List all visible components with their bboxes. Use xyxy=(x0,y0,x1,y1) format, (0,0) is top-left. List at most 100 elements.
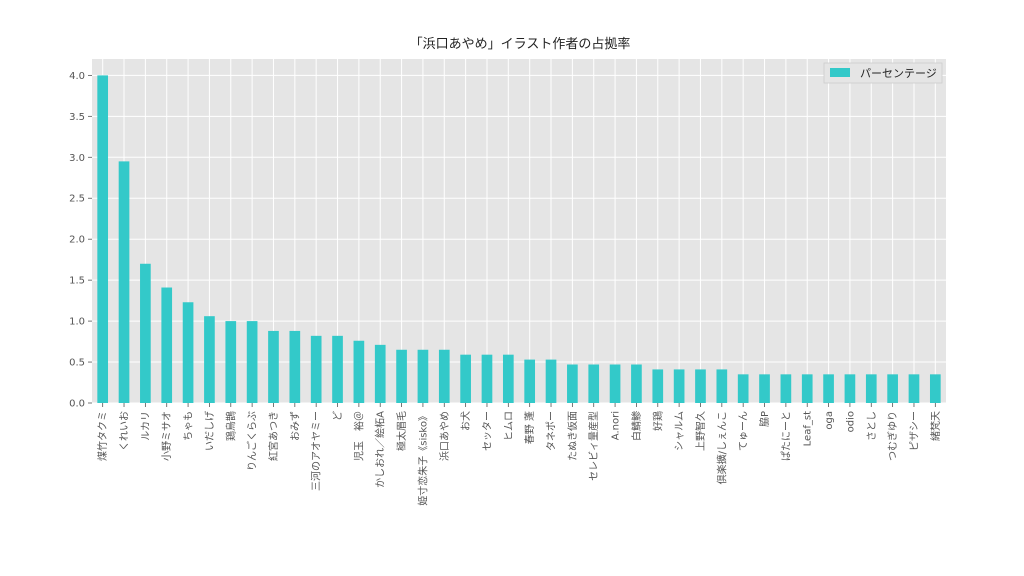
bar xyxy=(545,359,557,403)
bar xyxy=(588,364,600,403)
legend-swatch xyxy=(830,68,850,77)
x-axis: 煤竹タクミ くれいお ルカリ 小野ミサオ ちゃも いだしげ 鶏烏鵲 りんごくらぶ 紅宮あつき おみ… xyxy=(96,403,942,506)
x-tick-label: りんごくらぶ xyxy=(246,411,259,471)
bar xyxy=(289,330,301,403)
x-tick-label: 脇P xyxy=(759,411,771,427)
y-tick-label: 1.5 xyxy=(69,276,85,287)
bar xyxy=(737,374,749,403)
bar xyxy=(929,374,941,403)
x-tick-label: A.nori xyxy=(611,411,622,440)
bar xyxy=(844,374,856,403)
x-tick-label: 好鶏 xyxy=(651,411,664,431)
y-axis: 0.0 0.5 1.0 1.5 2.0 2.5 3.0 3.5 4.0 xyxy=(69,71,92,410)
bar xyxy=(801,374,813,403)
x-tick-label: odio xyxy=(845,411,856,432)
bar xyxy=(460,354,471,403)
y-tick-label: 3.0 xyxy=(69,153,85,164)
x-tick-label: つむぎゆり xyxy=(886,411,899,461)
x-tick-label: ぱたにーと xyxy=(780,411,792,461)
bar xyxy=(161,287,173,403)
x-tick-label: シャルム xyxy=(674,411,686,451)
x-tick-label: 浜口あやめ xyxy=(439,411,451,461)
bar xyxy=(97,75,109,403)
y-tick-label: 2.5 xyxy=(69,194,85,205)
bar xyxy=(481,354,493,403)
x-tick-label: 紅宮あつき xyxy=(267,411,280,461)
bar xyxy=(353,340,365,403)
x-tick-label: ピザシー xyxy=(908,411,920,451)
bar xyxy=(609,364,621,403)
bar xyxy=(310,335,322,403)
bar xyxy=(118,161,130,403)
x-tick-label: タネポー xyxy=(546,411,558,451)
plot-area xyxy=(92,59,946,403)
y-tick-label: 1.0 xyxy=(69,317,85,328)
x-tick-label: 煤竹タクミ xyxy=(96,411,109,461)
bar xyxy=(823,374,834,403)
bar xyxy=(652,369,664,403)
bar xyxy=(182,302,194,403)
bar xyxy=(332,335,343,403)
legend-label: パーセンテージ xyxy=(860,67,937,80)
x-tick-label: ちゃも xyxy=(183,411,195,441)
bar xyxy=(140,263,151,403)
x-tick-label: 春野 蓬 xyxy=(524,411,536,444)
x-tick-label: ど xyxy=(332,411,344,421)
x-tick-label: 倶楽擴/しぇんこ xyxy=(715,411,728,484)
bar xyxy=(374,344,386,403)
x-tick-label: さとし xyxy=(866,411,878,441)
bar xyxy=(438,349,450,403)
bar xyxy=(865,374,877,403)
bar xyxy=(759,374,770,403)
x-tick-label: てゅーん xyxy=(738,411,750,451)
x-tick-label: ルカリ xyxy=(140,411,152,441)
x-tick-label: 緒梵天 xyxy=(929,411,942,441)
y-tick-label: 3.5 xyxy=(69,112,85,123)
x-tick-label: 極太眉毛 xyxy=(395,411,408,451)
bar xyxy=(268,330,279,403)
chart-title: 「浜口あやめ」イラスト作者の占拠率 xyxy=(410,36,631,52)
bar xyxy=(246,321,258,403)
x-tick-label: Leaf_st xyxy=(803,411,814,446)
x-tick-label: 三河のアオヤミー xyxy=(311,411,323,491)
y-tick-label: 2.0 xyxy=(69,235,85,246)
x-tick-label: 鶏烏鵲 xyxy=(224,411,237,441)
bar xyxy=(908,374,920,403)
x-tick-label: お犬 xyxy=(459,411,472,431)
legend-box xyxy=(823,62,943,84)
bar xyxy=(695,369,706,403)
bar xyxy=(631,364,642,403)
x-tick-label: いだしげ xyxy=(204,411,216,451)
bar xyxy=(396,349,407,403)
bar xyxy=(780,374,792,403)
bar xyxy=(204,316,215,403)
x-tick-label: 白鯖鯵 xyxy=(630,411,643,441)
bar xyxy=(524,359,536,403)
x-tick-label: 小野ミサオ xyxy=(161,411,173,461)
bar xyxy=(225,321,237,403)
x-tick-label: セッター xyxy=(481,411,493,451)
x-tick-label: oga xyxy=(824,411,835,430)
bar xyxy=(502,354,514,403)
y-tick-label: 4.0 xyxy=(69,71,85,82)
x-tick-label: 姫寸恋朱子《sisko》 xyxy=(416,411,429,506)
bars xyxy=(97,75,941,403)
bar xyxy=(417,349,429,403)
y-tick-label: 0.5 xyxy=(69,358,85,369)
x-tick-label: 上野智久 xyxy=(694,411,707,451)
bar xyxy=(567,364,578,403)
x-tick-label: たぬき仮面 xyxy=(566,411,579,461)
bar xyxy=(673,369,685,403)
bar xyxy=(887,374,898,403)
x-tick-label: 児玉 裕＠ xyxy=(352,411,365,461)
x-tick-label: ヒムロ xyxy=(503,411,515,441)
bar xyxy=(716,369,728,403)
y-tick-label: 0.0 xyxy=(69,399,85,410)
legend: パーセンテージ xyxy=(823,62,943,84)
x-tick-label: くれいお xyxy=(119,411,131,451)
x-tick-label: かしおれ／絵柘A xyxy=(374,411,387,488)
x-tick-label: おみず xyxy=(289,411,301,441)
x-tick-label: セレビィ量産型 xyxy=(587,411,600,481)
